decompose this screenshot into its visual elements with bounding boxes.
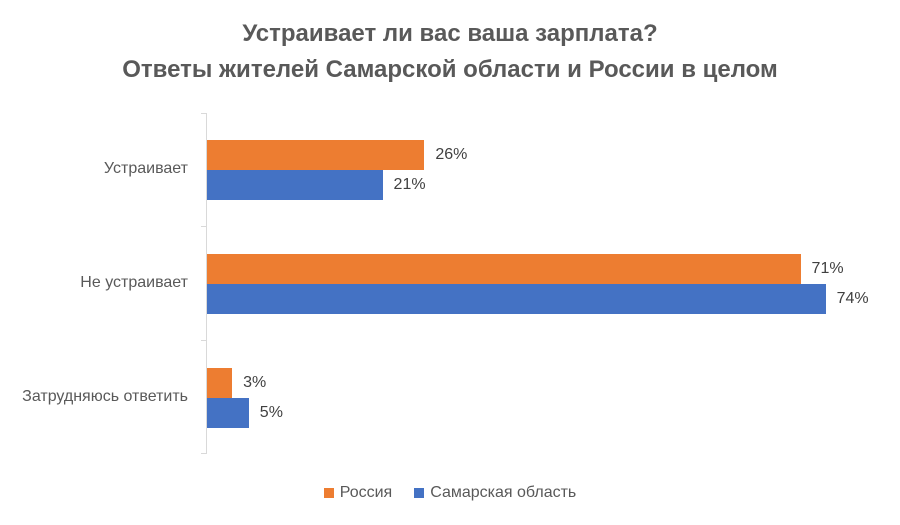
data-label: 21%	[393, 175, 426, 193]
legend-item-russia: Россия	[323, 484, 393, 502]
legend-item-samara: Самарская область	[414, 484, 576, 502]
bar-samara	[207, 283, 826, 314]
axis-tick	[201, 340, 207, 341]
data-label: 5%	[259, 403, 283, 421]
category-axis	[206, 113, 207, 453]
legend-swatch	[323, 488, 334, 498]
bar-russia	[207, 254, 801, 284]
legend-label: Самарская область	[430, 484, 577, 501]
bar-samara	[207, 169, 383, 200]
category-label: Не устраивает	[80, 274, 188, 291]
category-label: Затрудняюсь ответить	[22, 388, 188, 405]
legend: Россия Самарская область	[0, 484, 900, 502]
bar-russia	[207, 368, 233, 398]
data-label: 74%	[836, 289, 869, 307]
chart-title: Устраивает ли вас ваша зарплата?	[242, 20, 658, 47]
data-label: 26%	[435, 146, 468, 163]
legend-swatch	[414, 488, 425, 498]
axis-tick	[201, 453, 207, 454]
data-label: 3%	[243, 374, 267, 391]
legend-label: Россия	[339, 484, 393, 501]
axis-tick	[201, 113, 207, 114]
bar-samara	[207, 397, 249, 428]
axis-tick	[201, 226, 207, 227]
data-label: 71%	[811, 260, 844, 277]
category-label: Устраивает	[103, 160, 188, 177]
chart-subtitle: Ответы жителей Самарской области и Росси…	[122, 56, 778, 83]
bar-russia	[207, 140, 425, 170]
